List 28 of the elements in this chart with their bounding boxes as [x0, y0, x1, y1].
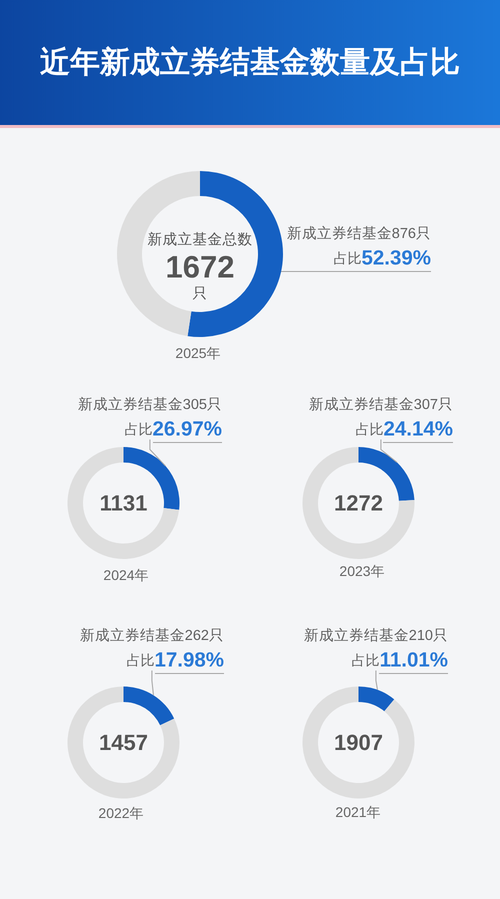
- slice-label: 新成立券结基金305只: [78, 396, 222, 413]
- text: 占比: [352, 652, 380, 668]
- text: 近年新成立券结基金数量及占比: [40, 44, 460, 80]
- text: 1907: [334, 730, 383, 755]
- data-label: 52.39%: [361, 246, 431, 270]
- text: 1272: [334, 490, 383, 516]
- text: 1672: [166, 250, 234, 284]
- slice-label: 新成立券结基金876只: [286, 225, 431, 242]
- text: 占比: [355, 421, 384, 437]
- text: 2024年: [103, 567, 149, 583]
- slice-label: 新成立券结基金262只: [80, 627, 224, 644]
- text: 占比: [126, 652, 154, 668]
- data-label: 24.14%: [383, 418, 453, 440]
- text: 2021年: [335, 804, 381, 820]
- data-label: 11.01%: [380, 648, 448, 672]
- text: 2025年: [175, 345, 221, 361]
- text: 占比: [124, 421, 152, 437]
- text: 只: [192, 286, 208, 302]
- text: 2023年: [339, 563, 385, 579]
- text: 占比: [333, 250, 362, 266]
- slice-label: 新成立券结基金307只: [308, 396, 453, 413]
- text: 2022年: [98, 805, 144, 821]
- data-label: 17.98%: [154, 648, 224, 672]
- slice-label: 新成立券结基金210只: [304, 627, 448, 644]
- text: 新成立基金总数: [148, 231, 252, 248]
- text: 1131: [100, 490, 148, 516]
- data-label: 26.97%: [152, 418, 222, 440]
- text: 1457: [99, 730, 148, 755]
